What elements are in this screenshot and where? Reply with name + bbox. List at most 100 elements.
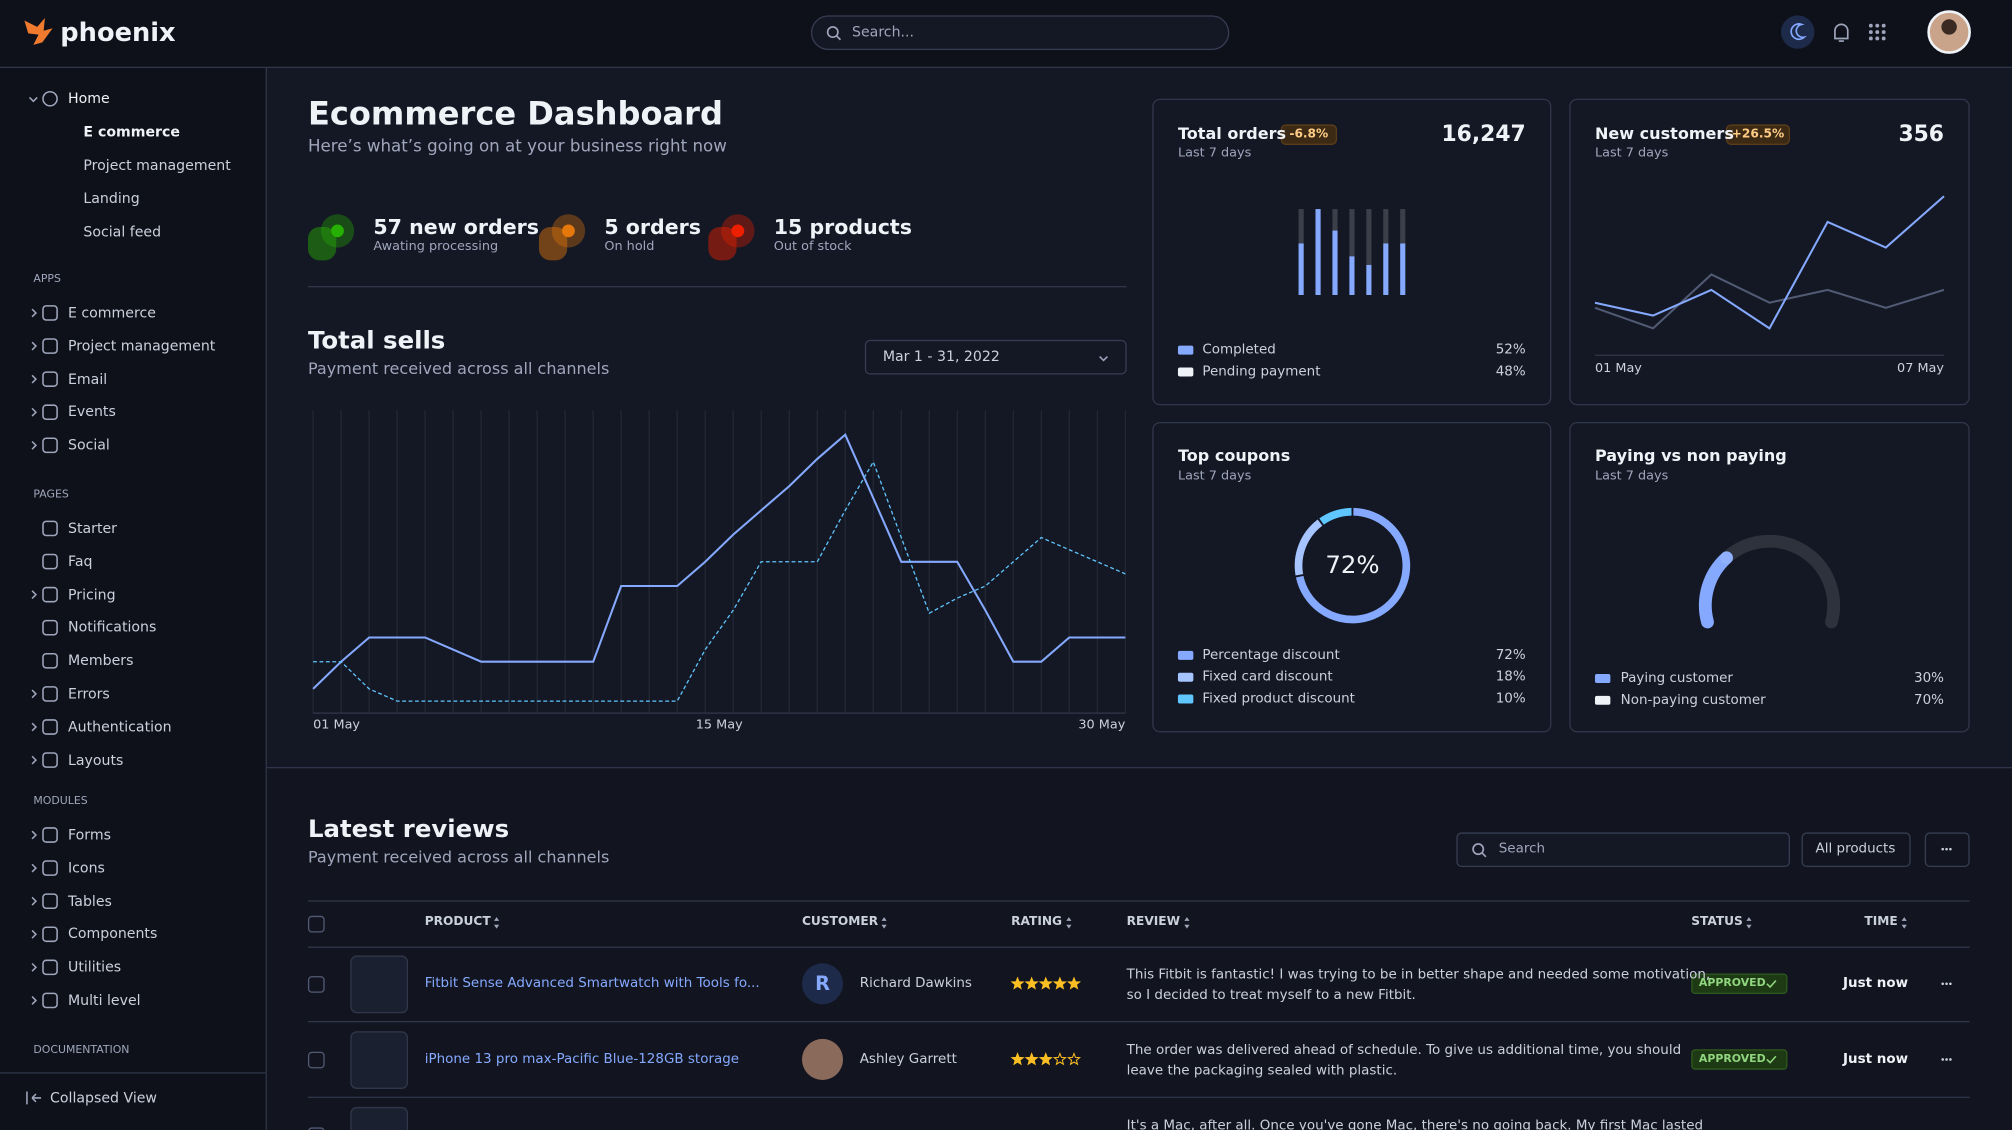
apps-icon bbox=[1868, 30, 1873, 34]
badge-text: +26.5% bbox=[1731, 127, 1785, 142]
nav-item[interactable]: Project management bbox=[68, 337, 216, 355]
nav-subitem[interactable]: E commerce bbox=[83, 123, 180, 141]
rating-stars bbox=[1010, 976, 1082, 990]
nav-icon bbox=[42, 338, 58, 354]
product-link[interactable]: Fitbit Sense Advanced Smartwatch with To… bbox=[424, 975, 760, 992]
nav-item[interactable]: Events bbox=[68, 403, 116, 421]
customer-name[interactable]: Ashley Garrett bbox=[859, 1051, 957, 1067]
more-button[interactable] bbox=[1924, 832, 1970, 868]
table-line bbox=[307, 946, 1970, 948]
legend-label: Paying customer bbox=[1620, 670, 1733, 686]
legend-swatch bbox=[1177, 672, 1194, 682]
card bbox=[1569, 421, 1970, 733]
nav-item[interactable]: Pricing bbox=[68, 586, 116, 603]
nav-item[interactable]: Components bbox=[68, 925, 158, 943]
filter-button-label[interactable]: All products bbox=[1815, 841, 1896, 857]
apps-icon bbox=[1881, 36, 1886, 41]
more-icon[interactable] bbox=[1949, 1058, 1952, 1061]
bell-icon[interactable] bbox=[1834, 23, 1849, 42]
chevron bbox=[31, 896, 38, 906]
table-line bbox=[307, 1020, 1970, 1023]
nav-item[interactable]: Authentication bbox=[68, 718, 172, 736]
customer-line bbox=[1594, 273, 1945, 330]
nav-item[interactable]: Multi level bbox=[68, 991, 141, 1009]
legend-swatch bbox=[1594, 674, 1611, 684]
apps-icon bbox=[1875, 23, 1880, 28]
nav-item[interactable]: E commerce bbox=[68, 304, 156, 322]
more-icon[interactable] bbox=[1949, 847, 1952, 851]
search-input[interactable]: Search... bbox=[852, 23, 914, 41]
review-search[interactable] bbox=[1456, 832, 1791, 868]
column-header[interactable]: RATING bbox=[1011, 914, 1063, 930]
nav-section-title: MODULES bbox=[33, 795, 88, 808]
section-title: Latest reviews bbox=[307, 815, 510, 844]
nav-section-title: DOCUMENTATION bbox=[33, 1043, 130, 1057]
donut-segment bbox=[1319, 507, 1352, 525]
more-icon[interactable] bbox=[1941, 1058, 1944, 1061]
search-box[interactable] bbox=[810, 15, 1230, 51]
nav-icon bbox=[42, 992, 58, 1009]
more-icon[interactable] bbox=[1945, 982, 1948, 986]
logo[interactable]: phoenix bbox=[60, 16, 176, 48]
nav-item[interactable]: Notifications bbox=[68, 619, 157, 636]
nav-item[interactable]: Tables bbox=[68, 892, 112, 910]
chevron bbox=[1099, 356, 1108, 362]
filter-button[interactable] bbox=[1801, 832, 1911, 868]
nav-item[interactable]: Members bbox=[68, 652, 134, 670]
product-link[interactable]: iPhone 13 pro max-Pacific Blue-128GB sto… bbox=[424, 1051, 740, 1067]
column-header[interactable]: CUSTOMER bbox=[801, 914, 879, 930]
collapse-icon bbox=[26, 1091, 42, 1105]
nav-icon bbox=[42, 586, 58, 603]
x-label: 01 May bbox=[1594, 361, 1642, 376]
search-input[interactable]: Search bbox=[1498, 841, 1546, 857]
nav-item[interactable]: Social bbox=[68, 436, 110, 454]
nav-item[interactable]: Faq bbox=[68, 553, 93, 570]
checkbox[interactable] bbox=[307, 976, 325, 993]
nav-item[interactable]: Email bbox=[68, 370, 108, 388]
column-header[interactable]: STATUS bbox=[1691, 914, 1743, 930]
status-label: APPROVED bbox=[1698, 1052, 1766, 1066]
nav-item[interactable]: Errors bbox=[68, 685, 110, 703]
nav-item[interactable]: Home bbox=[68, 90, 110, 107]
order-bar bbox=[1383, 209, 1389, 244]
order-bar bbox=[1315, 209, 1321, 296]
order-bar bbox=[1332, 230, 1338, 296]
nav-icon bbox=[42, 437, 58, 454]
column-header[interactable]: TIME bbox=[1864, 914, 1898, 930]
more-icon[interactable] bbox=[1949, 982, 1952, 986]
checkbox[interactable] bbox=[307, 1127, 325, 1130]
more-icon[interactable] bbox=[1941, 982, 1944, 986]
donut-segment bbox=[1294, 519, 1323, 576]
checkbox[interactable] bbox=[307, 915, 325, 933]
collapse-button[interactable]: Collapsed View bbox=[50, 1089, 157, 1107]
date-range[interactable]: Mar 1 - 31, 2022 bbox=[882, 348, 1000, 365]
more-icon[interactable] bbox=[1945, 847, 1948, 851]
check-icon bbox=[1766, 980, 1777, 989]
column-header[interactable]: REVIEW bbox=[1126, 914, 1181, 930]
nav-subitem[interactable]: Project management bbox=[83, 157, 231, 174]
nav-subitem[interactable]: Landing bbox=[83, 190, 140, 208]
chevron bbox=[31, 407, 38, 417]
more-icon[interactable] bbox=[1945, 1058, 1948, 1061]
nav-item[interactable]: Utilities bbox=[68, 958, 122, 976]
chevron bbox=[31, 308, 38, 318]
nav-item[interactable]: Layouts bbox=[68, 751, 124, 769]
checkbox[interactable] bbox=[307, 1051, 325, 1069]
nav-item[interactable]: Icons bbox=[68, 859, 105, 877]
card-total: 16,247 bbox=[1441, 121, 1526, 148]
stat-value: 15 products bbox=[773, 214, 912, 240]
nav-item[interactable]: Starter bbox=[68, 519, 117, 537]
status-badge bbox=[1691, 1049, 1788, 1070]
nav-item[interactable]: Forms bbox=[68, 826, 111, 844]
order-bar bbox=[1366, 264, 1372, 296]
more-icon[interactable] bbox=[1941, 847, 1944, 851]
column-header[interactable]: PRODUCT bbox=[424, 914, 491, 930]
theme-toggle[interactable] bbox=[1781, 15, 1815, 49]
section-subtitle: Payment received across all channels bbox=[307, 358, 610, 378]
nav-subitem[interactable]: Social feed bbox=[83, 223, 162, 241]
section-subtitle: Payment received across all channels bbox=[307, 847, 610, 867]
date-picker[interactable] bbox=[864, 339, 1127, 375]
status-badge bbox=[1691, 973, 1788, 995]
customer-name[interactable]: Richard Dawkins bbox=[859, 975, 972, 992]
